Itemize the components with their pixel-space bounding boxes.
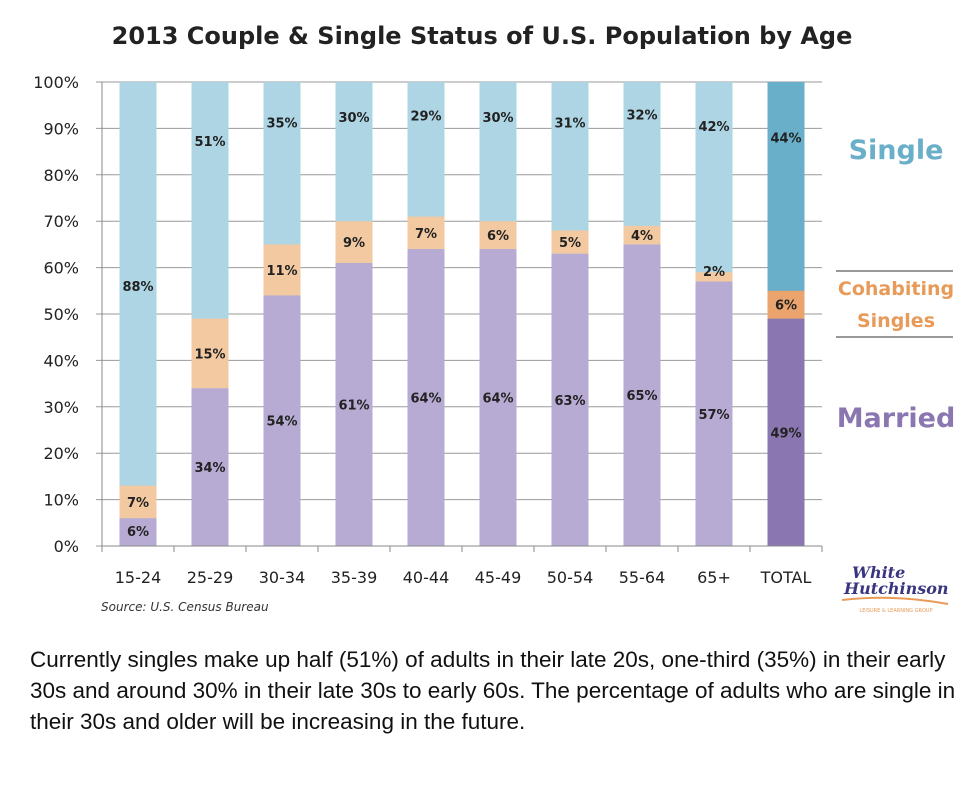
value-label-cohabiting: 7% xyxy=(127,496,149,511)
bar-married xyxy=(623,244,661,546)
value-label-single: 29% xyxy=(410,110,441,125)
x-tick-label: 35-39 xyxy=(331,568,378,587)
value-label-cohabiting: 2% xyxy=(703,265,725,280)
value-label-cohabiting: 9% xyxy=(343,236,365,251)
bar-married xyxy=(695,281,733,546)
bar-married xyxy=(119,518,157,546)
bar-cohabiting xyxy=(479,221,517,250)
logo-tagline: LEISURE & LEARNING GROUP xyxy=(859,608,932,614)
legend: Single Cohabiting Singles Married xyxy=(836,135,955,434)
value-label-married: 65% xyxy=(626,389,657,404)
x-tick-label: TOTAL xyxy=(760,568,812,587)
logo-line1: White xyxy=(852,563,905,582)
value-label-cohabiting: 7% xyxy=(415,227,437,242)
y-tick-label: 10% xyxy=(43,491,79,510)
value-label-single: 32% xyxy=(626,108,657,123)
value-label-single: 42% xyxy=(698,120,729,135)
value-label-married: 34% xyxy=(194,461,225,476)
y-tick-label: 80% xyxy=(43,166,79,185)
stacked-bar-chart: 2013 Couple & Single Status of U.S. Popu… xyxy=(33,22,955,614)
value-label-single: 30% xyxy=(338,111,369,126)
legend-married: Married xyxy=(837,403,956,434)
bar-married xyxy=(479,249,517,547)
bar-married xyxy=(767,318,805,546)
x-tick-label: 25-29 xyxy=(187,568,234,587)
y-tick-label: 90% xyxy=(43,119,79,138)
x-tick-label: 55-64 xyxy=(619,568,666,587)
value-label-single: 31% xyxy=(554,117,585,132)
value-label-cohabiting: 5% xyxy=(559,236,581,251)
bar-married xyxy=(335,262,373,546)
bar-cohabiting xyxy=(623,225,661,245)
value-label-married: 49% xyxy=(770,426,801,441)
chart-title: 2013 Couple & Single Status of U.S. Popu… xyxy=(112,22,853,50)
bar-cohabiting xyxy=(767,290,805,319)
value-label-cohabiting: 11% xyxy=(266,264,297,279)
x-tick-label: 45-49 xyxy=(475,568,522,587)
value-label-married: 57% xyxy=(698,408,729,423)
value-label-single: 51% xyxy=(194,135,225,150)
brand-logo: White Hutchinson LEISURE & LEARNING GROU… xyxy=(841,563,949,614)
bars xyxy=(119,82,805,547)
value-label-married: 61% xyxy=(338,398,369,413)
bar-cohabiting xyxy=(695,272,733,282)
value-label-married: 64% xyxy=(410,392,441,407)
value-label-single: 30% xyxy=(482,111,513,126)
value-labels: 6% 7% 88% 34% 15% 51% 54% 11% 35% 61% 9% 30% 64% 7% 29… xyxy=(122,108,801,540)
axes: 0% 10% 20% 30% 40% 50% 60% 70% 80% 90% 100% 15-24 25… xyxy=(33,73,823,587)
bar-married xyxy=(191,388,229,546)
value-label-cohabiting: 6% xyxy=(775,299,797,314)
bar-cohabiting xyxy=(407,216,445,250)
source-note: Source: U.S. Census Bureau xyxy=(101,600,269,614)
bar-single xyxy=(119,82,157,546)
value-label-single: 44% xyxy=(770,132,801,147)
x-tick-label: 50-54 xyxy=(547,568,594,587)
bar-cohabiting xyxy=(551,230,589,254)
x-tick-label: 15-24 xyxy=(115,568,162,587)
bar-cohabiting xyxy=(335,221,373,263)
y-tick-label: 50% xyxy=(43,305,79,324)
x-tick-label: 30-34 xyxy=(259,568,306,587)
value-label-married: 6% xyxy=(127,525,149,540)
value-label-cohabiting: 4% xyxy=(631,229,653,244)
logo-swoosh xyxy=(841,596,949,605)
y-tick-label: 20% xyxy=(43,444,79,463)
x-tick-label: 40-44 xyxy=(403,568,450,587)
bar-married xyxy=(551,253,589,546)
legend-cohabiting-line1: Cohabiting xyxy=(838,278,954,300)
value-label-single: 88% xyxy=(122,280,153,295)
x-tick-label: 65+ xyxy=(697,568,731,587)
bar-married xyxy=(407,249,445,547)
value-label-married: 64% xyxy=(482,392,513,407)
value-label-married: 63% xyxy=(554,394,585,409)
bar-cohabiting xyxy=(263,244,301,296)
y-tick-label: 40% xyxy=(43,351,79,370)
bar-married xyxy=(263,295,301,546)
y-tick-label: 100% xyxy=(33,73,79,92)
legend-single: Single xyxy=(849,135,944,166)
logo-line2: Hutchinson xyxy=(843,579,949,598)
y-tick-label: 70% xyxy=(43,212,79,231)
value-label-married: 54% xyxy=(266,415,297,430)
y-tick-label: 0% xyxy=(54,537,79,556)
value-label-cohabiting: 15% xyxy=(194,347,225,362)
bar-cohabiting xyxy=(191,318,229,389)
value-label-single: 35% xyxy=(266,117,297,132)
legend-cohabiting-line2: Singles xyxy=(857,310,935,332)
bar-cohabiting xyxy=(119,485,157,519)
value-label-cohabiting: 6% xyxy=(487,229,509,244)
y-tick-label: 30% xyxy=(43,398,79,417)
caption-text: Currently singles make up half (51%) of … xyxy=(30,647,956,734)
y-tick-label: 60% xyxy=(43,259,79,278)
